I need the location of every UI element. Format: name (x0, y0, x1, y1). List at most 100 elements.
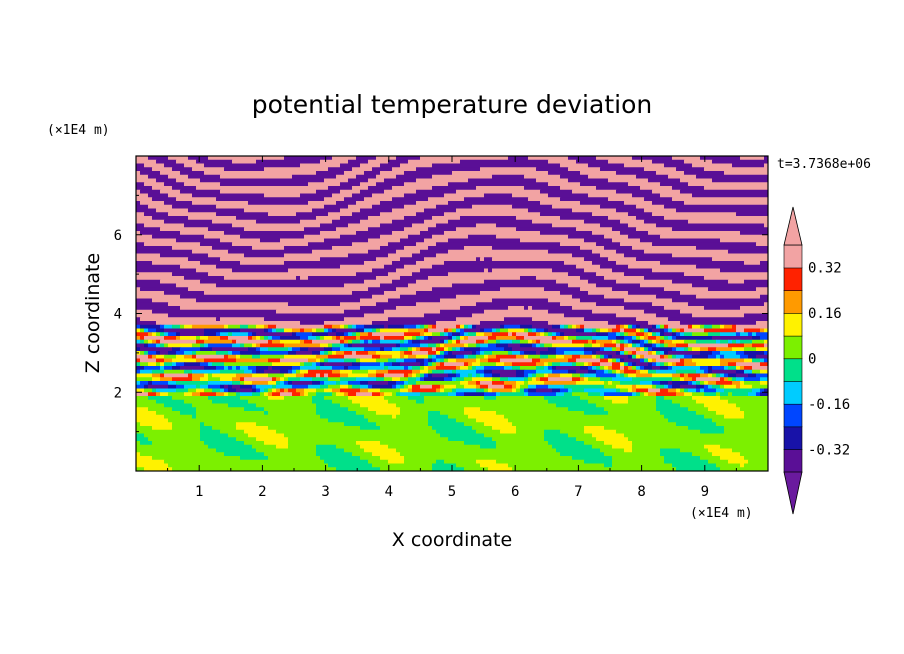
field-cell (380, 212, 417, 217)
field-cell (504, 381, 517, 386)
field-cell (580, 246, 605, 251)
field-cell (632, 444, 705, 450)
field-cell (320, 414, 365, 420)
field-cell (268, 324, 277, 330)
field-cell (372, 193, 405, 198)
field-cell (708, 407, 741, 412)
field-cell (168, 332, 177, 337)
field-cell (308, 392, 317, 397)
field-cell (624, 366, 629, 371)
field-cell (216, 351, 229, 356)
field-cell (592, 309, 645, 315)
field-cell (208, 384, 221, 390)
field-cell (620, 358, 625, 363)
field-cell (680, 373, 685, 378)
field-cell (364, 414, 393, 420)
field-cell (320, 159, 349, 165)
field-cell (284, 373, 297, 378)
field-cell (628, 396, 657, 401)
field-cell (352, 362, 361, 367)
field-cell (284, 354, 317, 360)
field-cell (232, 332, 249, 337)
field-cell (296, 369, 301, 375)
field-cell (252, 388, 257, 393)
field-cell (368, 159, 389, 165)
field-cell (284, 377, 289, 382)
field-cell (220, 174, 293, 180)
field-cell (312, 328, 317, 333)
field-cell (392, 231, 421, 236)
field-cell (332, 343, 341, 348)
field-cell (136, 178, 157, 183)
field-cell (196, 411, 265, 416)
field-cell (420, 384, 433, 390)
field-cell (632, 362, 637, 367)
field-cell (712, 178, 768, 183)
field-cell (416, 324, 421, 330)
field-cell (760, 392, 768, 397)
field-cell (348, 392, 357, 397)
x-unit-label: (×1E4 m) (690, 506, 753, 521)
field-cell (684, 201, 768, 206)
field-cell (664, 459, 709, 465)
field-cell (172, 246, 213, 251)
field-cell (332, 399, 353, 405)
field-cell (300, 377, 313, 382)
field-cell (440, 343, 445, 348)
field-cell (448, 339, 453, 345)
field-cell (400, 347, 409, 352)
field-cell (644, 276, 705, 281)
field-cell (608, 257, 637, 262)
field-cell (620, 381, 641, 386)
field-cell (504, 366, 513, 371)
field-cell (580, 354, 593, 360)
field-cell (144, 212, 169, 217)
field-cell (424, 358, 429, 363)
field-cell (408, 373, 413, 378)
field-cell (532, 219, 585, 225)
field-cell (552, 324, 561, 330)
colorbar-segment (783, 426, 803, 450)
field-cell (528, 306, 533, 311)
field-cell (316, 216, 341, 221)
field-cell (500, 392, 525, 397)
field-cell (188, 257, 221, 262)
field-cell (600, 392, 605, 397)
field-cell (308, 347, 325, 352)
field-cell (672, 253, 768, 258)
field-cell (716, 354, 721, 360)
field-cell (756, 373, 768, 378)
field-cell (244, 208, 313, 213)
field-cell (756, 242, 768, 247)
field-cell (284, 253, 349, 258)
field-cell (680, 448, 709, 453)
field-cell (640, 343, 645, 348)
field-cell (608, 159, 653, 165)
field-cell (400, 276, 429, 281)
field-cell (760, 294, 768, 300)
field-cell (604, 384, 617, 390)
field-cell (316, 444, 337, 450)
field-cell (348, 253, 389, 258)
field-cell (720, 332, 737, 337)
field-cell (660, 261, 745, 266)
field-cell (612, 339, 617, 345)
field-cell (224, 392, 229, 397)
field-cell (592, 343, 601, 348)
field-cell (612, 444, 633, 450)
field-cell (296, 388, 305, 393)
field-cell (412, 366, 421, 371)
field-cell (632, 156, 673, 161)
field-cell (168, 463, 329, 468)
field-cell (404, 381, 409, 386)
field-cell (704, 392, 717, 397)
field-cell (280, 377, 285, 382)
field-cell (476, 223, 497, 228)
field-cell (188, 287, 369, 292)
field-cell (644, 366, 653, 371)
field-cell (148, 396, 173, 401)
field-cell (544, 287, 581, 292)
field-cell (564, 392, 573, 397)
field-cell (268, 396, 285, 401)
field-cell (616, 189, 653, 195)
